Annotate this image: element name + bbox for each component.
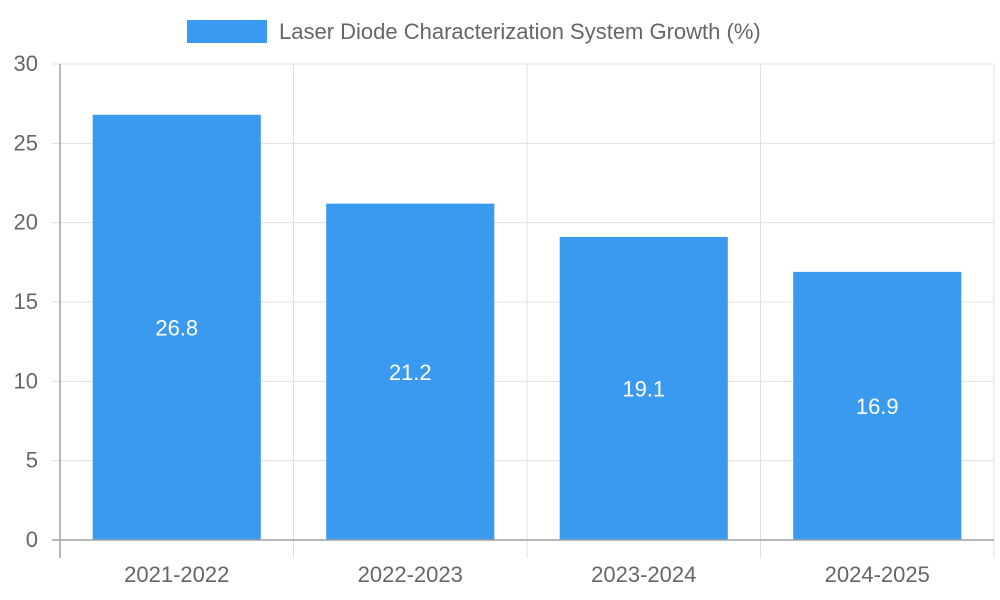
legend-label: Laser Diode Characterization System Grow…	[279, 19, 761, 44]
bar	[559, 236, 728, 541]
bars: 26.8 21.2 19.1 16.9	[92, 114, 962, 541]
y-tick-label: 20	[14, 210, 38, 235]
x-tick-label: 2021-2022	[124, 562, 229, 587]
bar	[326, 203, 495, 541]
y-tick-label: 30	[14, 51, 38, 76]
y-tick-label: 0	[26, 527, 38, 552]
x-tick-label: 2022-2023	[358, 562, 463, 587]
legend-swatch	[187, 20, 267, 43]
y-tick-label: 25	[14, 130, 38, 155]
bar-value-label: 16.9	[856, 394, 899, 419]
y-tick-label: 5	[26, 448, 38, 473]
legend: Laser Diode Characterization System Grow…	[187, 19, 761, 44]
bar-value-label: 26.8	[155, 315, 198, 340]
axes: 0 5 10 15 20 25 30 2021-2022 2022-2023 2023-2024 2…	[14, 51, 994, 587]
bar-value-label: 19.1	[622, 376, 665, 401]
bar	[92, 114, 261, 541]
y-tick-label: 10	[14, 368, 38, 393]
y-tick-label: 15	[14, 289, 38, 314]
x-tick-label: 2024-2025	[825, 562, 930, 587]
x-tick-label: 2023-2024	[591, 562, 696, 587]
bar-value-label: 21.2	[389, 360, 432, 385]
bar	[793, 271, 962, 540]
